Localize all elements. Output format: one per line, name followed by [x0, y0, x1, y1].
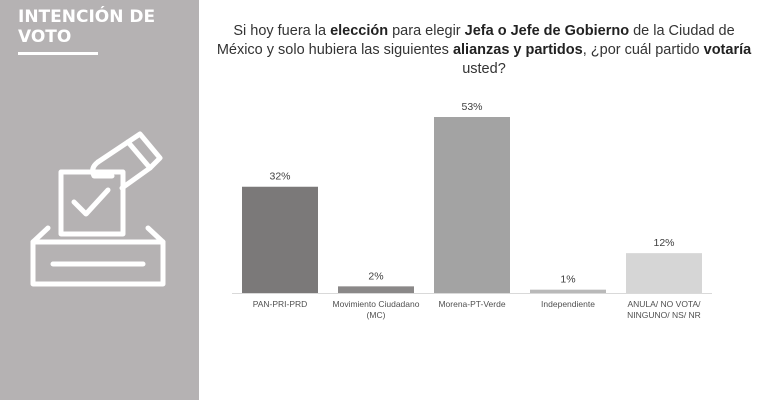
category-label: Movimiento Ciudadano — [333, 299, 420, 309]
bar-chart: 32% PAN-PRI-PRD 2% Movimiento Ciudadano(MC)… — [232, 101, 712, 320]
sidebar-title-line2: VOTO — [18, 27, 72, 47]
chart-question: Si hoy fuera la elección para elegir Jef… — [216, 23, 752, 77]
category-label: Morena-PT-Verde — [438, 299, 505, 309]
bar-value-label: 1% — [560, 274, 575, 286]
category-label: NINGUNO/ NS/ NR — [627, 310, 701, 320]
category-label: PAN-PRI-PRD — [253, 299, 308, 309]
bar — [242, 186, 318, 293]
category-label: ANULA/ NO VOTA/ — [627, 299, 701, 309]
title-underline — [18, 52, 98, 55]
bar — [626, 253, 702, 293]
category-label: (MC) — [367, 310, 386, 320]
sidebar-panel: INTENCIÓN DE VOTO — [0, 0, 199, 400]
bar-value-label: 32% — [269, 171, 290, 183]
sidebar-title-line1: INTENCIÓN DE — [18, 7, 156, 27]
bar — [530, 289, 606, 293]
bar-value-label: 2% — [368, 270, 383, 282]
sidebar-title: INTENCIÓN DE VOTO — [18, 7, 188, 47]
bar — [338, 286, 414, 293]
bar — [434, 117, 510, 293]
bar-value-label: 12% — [653, 237, 674, 249]
bar-value-label: 53% — [461, 101, 482, 113]
category-label: Independiente — [541, 299, 595, 309]
ballot-box-icon — [30, 131, 166, 287]
